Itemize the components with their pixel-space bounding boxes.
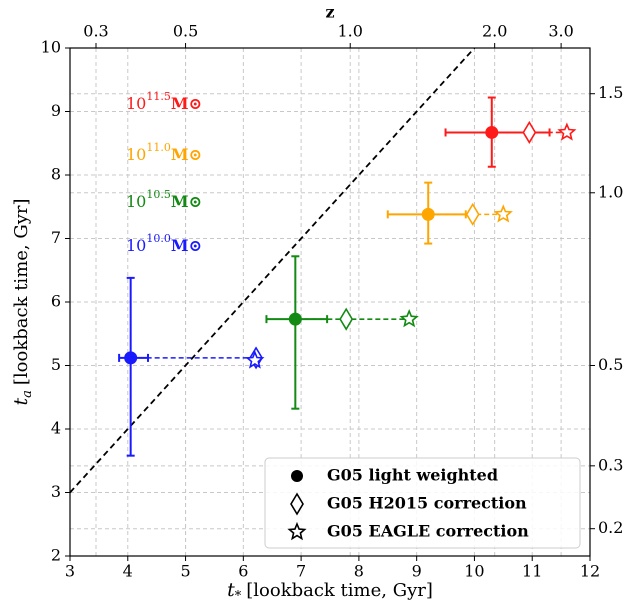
y-tick-label: 3 bbox=[51, 482, 61, 501]
mass-exponent: 11.5 bbox=[146, 90, 171, 103]
h2015-point bbox=[465, 202, 480, 226]
x2-tick-label: 1.0 bbox=[337, 22, 362, 41]
x2-tick-label: 3.0 bbox=[548, 22, 573, 41]
mass-unit: M⊙ bbox=[171, 236, 202, 255]
legend-label: G05 light weighted bbox=[327, 466, 498, 485]
legend-label: G05 EAGLE correction bbox=[327, 522, 529, 541]
mass-base: 10 bbox=[126, 94, 146, 113]
mass-unit: M⊙ bbox=[171, 145, 202, 164]
x-tick-label: 11 bbox=[522, 562, 542, 581]
mass-label: 1011.0M⊙ bbox=[126, 141, 202, 164]
ylabel-axis-label: ta [lookback time, Gyr] bbox=[10, 198, 35, 405]
x-tick-label: 3 bbox=[65, 562, 75, 581]
x2-tick-label: 2.0 bbox=[482, 22, 507, 41]
x-tick-label: 10 bbox=[464, 562, 484, 581]
legend-label: G05 H2015 correction bbox=[327, 494, 527, 513]
h2015-point bbox=[339, 307, 354, 331]
x2-tick-label: 0.5 bbox=[173, 22, 198, 41]
y2-tick-label: 0.2 bbox=[598, 518, 623, 537]
y-tick-label: 8 bbox=[51, 165, 61, 184]
legend-marker bbox=[287, 521, 307, 541]
mass-label: 1010.0M⊙ bbox=[126, 232, 202, 255]
ylabel-symbol: t bbox=[10, 398, 32, 406]
h2015-point bbox=[522, 120, 537, 145]
xlabel-symbol: t bbox=[227, 579, 235, 601]
eagle-point bbox=[493, 204, 513, 223]
x-tick-label: 7 bbox=[296, 562, 306, 581]
mass-label: 1010.5M⊙ bbox=[126, 188, 202, 211]
xlabel-text: [lookback time, Gyr] bbox=[246, 580, 433, 601]
mass-base: 10 bbox=[126, 236, 146, 255]
y-tick-label: 6 bbox=[51, 292, 61, 311]
x-tick-label: 8 bbox=[354, 562, 364, 581]
y2-tick-label: 0.5 bbox=[598, 355, 623, 374]
eagle-point bbox=[399, 309, 419, 328]
x-tick-label: 12 bbox=[580, 562, 600, 581]
mass-base: 10 bbox=[126, 145, 146, 164]
light-weighted-point bbox=[288, 312, 302, 326]
x-tick-label: 5 bbox=[180, 562, 190, 581]
plot-frame bbox=[69, 47, 591, 557]
y2-tick-label: 0.3 bbox=[598, 455, 623, 474]
x2-tick-label: 0.3 bbox=[83, 22, 108, 41]
mass-exponent: 11.0 bbox=[146, 141, 171, 154]
mass-unit: M⊙ bbox=[171, 192, 202, 211]
x-tick-label: 4 bbox=[123, 562, 133, 581]
x-tick-label: 6 bbox=[238, 562, 248, 581]
mass-exponent: 10.5 bbox=[146, 188, 171, 201]
legend-marker bbox=[290, 492, 304, 516]
legend-marker bbox=[291, 470, 303, 482]
one-to-one-line bbox=[69, 47, 476, 494]
y-tick-label: 2 bbox=[51, 546, 61, 565]
x2-axis-label: z bbox=[325, 3, 334, 22]
light-weighted-point bbox=[421, 207, 435, 221]
xlabel-axis-label: t* [lookback time, Gyr] bbox=[227, 579, 433, 604]
y2-tick-label: 1.0 bbox=[598, 182, 623, 201]
y-tick-label: 4 bbox=[51, 419, 61, 438]
eagle-point bbox=[245, 350, 265, 369]
ylabel-text: [lookback time, Gyr] bbox=[11, 198, 32, 385]
y-tick-label: 9 bbox=[51, 101, 61, 120]
mass-base: 10 bbox=[126, 192, 146, 211]
x-tick-label: 9 bbox=[412, 562, 422, 581]
mass-label: 1011.5M⊙ bbox=[126, 90, 202, 113]
mass-unit: M⊙ bbox=[171, 94, 202, 113]
y-tick-label: 5 bbox=[51, 355, 61, 374]
y2-tick-label: 1.5 bbox=[598, 83, 623, 102]
eagle-point bbox=[557, 122, 577, 141]
mass-exponent: 10.0 bbox=[146, 232, 171, 245]
legend-box bbox=[264, 457, 581, 549]
ylabel-subscript: a bbox=[20, 390, 35, 398]
light-weighted-point bbox=[485, 125, 499, 139]
xlabel-subscript: * bbox=[235, 589, 242, 604]
y-tick-label: 10 bbox=[41, 38, 61, 57]
light-weighted-point bbox=[124, 351, 138, 365]
y-tick-label: 7 bbox=[51, 228, 61, 247]
